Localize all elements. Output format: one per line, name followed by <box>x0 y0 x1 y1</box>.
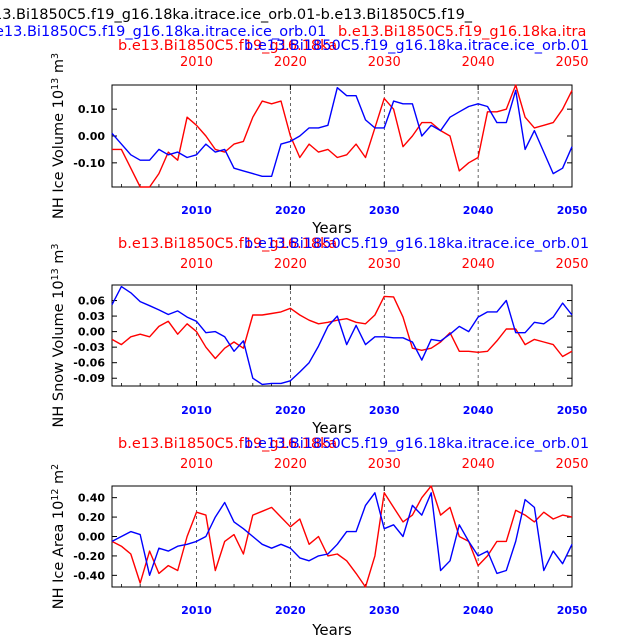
x-tick-label-bottom: 2030 <box>369 604 400 617</box>
header-line-1: 13.Bi1850C5.f19_g16.18ka.itrace.ice_orb.… <box>0 7 473 23</box>
x-tick-label-top: 2050 <box>555 55 588 70</box>
y-axis-label-superscript: 13 <box>50 78 61 90</box>
series-line-red <box>112 84 573 188</box>
x-tick-label-top: 2040 <box>462 457 495 472</box>
y-axis-label-part: m <box>51 59 67 78</box>
y-axis-label: NH Ice Volume 1013 m3 <box>50 53 68 219</box>
x-tick-label-top: 2010 <box>180 55 213 70</box>
x-tick-label-bottom: 2010 <box>181 204 212 217</box>
y-axis-label: NH Ice Area 1012 m2 <box>50 464 68 609</box>
y-tick-label: 0.40 <box>78 492 105 505</box>
y-axis-label: NH Snow Volume 1013 m3 <box>50 244 68 428</box>
plot-frame <box>111 284 573 387</box>
x-tick-label-top: 2020 <box>274 55 307 70</box>
x-tick-label-bottom: 2020 <box>275 204 306 217</box>
x-axis-label: Years <box>311 219 352 237</box>
y-tick-label: -0.03 <box>73 341 105 354</box>
panel-title-red: b.e13.Bi1850C5.f19_g16.18ka <box>118 38 337 54</box>
y-tick-label: 0.00 <box>78 130 105 143</box>
y-axis-label-part: NH Snow Volume 10 <box>51 280 67 427</box>
panel-ice-volume: 0.10 0.00 -0.10 2010 2010 2020 2020 2030 2030 204… <box>50 38 590 237</box>
x-tick-label-bottom: 2020 <box>275 604 306 617</box>
x-axis-label: Years <box>311 621 352 637</box>
x-tick-label-bottom: 2030 <box>369 204 400 217</box>
y-axis-label-superscript: 13 <box>50 268 61 280</box>
y-axis-label-part: m <box>51 250 67 269</box>
y-tick-label: 0.10 <box>78 103 105 116</box>
x-tick-label-top: 2050 <box>555 257 588 272</box>
panel-title-blue: b.e13.Bi1850C5.f19_g16.18ka.itrace.ice_o… <box>244 236 589 252</box>
series-line-blue <box>111 492 573 576</box>
header-line-2-blue: e13.Bi1850C5.f19_g16.18ka.itrace.ice_orb… <box>0 24 327 40</box>
series-line-blue <box>111 86 573 178</box>
header-line-2-red: b.e13.Bi1850C5.f19_g16.18ka.itra <box>338 24 587 40</box>
x-tick-label-bottom: 2040 <box>463 204 494 217</box>
y-axis-label-superscript: 3 <box>50 244 61 250</box>
y-axis-label-superscript: 3 <box>50 53 61 59</box>
y-axis-label-part: NH Ice Area 10 <box>51 501 67 610</box>
y-axis-label-part: m <box>51 470 67 489</box>
y-tick-label: -0.40 <box>73 569 105 582</box>
panel-title-blue: b.e13.Bi1850C5.f19_g16.18ka.itrace.ice_o… <box>244 436 589 452</box>
panel-title-blue: b.e13.Bi1850C5.f19_g16.18ka.itrace.ice_o… <box>244 38 589 54</box>
x-tick-label-bottom: 2020 <box>275 404 306 417</box>
plot-frame <box>111 84 573 188</box>
y-axis-label-superscript: 2 <box>50 464 61 470</box>
x-tick-label-bottom: 2010 <box>181 604 212 617</box>
x-tick-label-bottom: 2040 <box>463 404 494 417</box>
series-line-blue <box>111 285 573 386</box>
panel-snow-volume: 0.06 0.03 0.00 -0.03 -0.06 -0.09 2010 2010 2020 2… <box>50 236 590 437</box>
panel-ice-area: 0.40 0.20 0.00 -0.20 -0.40 2010 2010 2020 2020 20… <box>50 436 590 637</box>
x-tick-label-bottom: 2050 <box>557 604 588 617</box>
x-tick-label-bottom: 2040 <box>463 604 494 617</box>
x-tick-label-top: 2010 <box>180 457 213 472</box>
y-tick-label: -0.10 <box>73 157 105 170</box>
x-tick-label-bottom: 2050 <box>557 204 588 217</box>
y-tick-label: -0.20 <box>73 550 105 563</box>
x-tick-label-top: 2030 <box>368 257 401 272</box>
x-tick-label-bottom: 2030 <box>369 404 400 417</box>
y-tick-label: -0.09 <box>73 372 105 385</box>
x-tick-label-top: 2020 <box>274 257 307 272</box>
x-tick-label-top: 2040 <box>462 55 495 70</box>
x-tick-label-top: 2010 <box>180 257 213 272</box>
y-tick-label: 0.03 <box>78 310 105 323</box>
y-tick-label: 0.06 <box>78 295 105 308</box>
series-line-red <box>111 485 573 588</box>
x-axis-label: Years <box>311 419 352 437</box>
y-axis-label-part: NH Ice Volume 10 <box>51 90 67 219</box>
y-tick-label: -0.06 <box>73 357 105 370</box>
panel-title-red: b.e13.Bi1850C5.f19_g16.18ka <box>118 236 337 252</box>
x-tick-label-top: 2030 <box>368 55 401 70</box>
panel-title-red: b.e13.Bi1850C5.f19_g16.18ka <box>118 436 337 452</box>
x-tick-label-top: 2030 <box>368 457 401 472</box>
y-tick-label: 0.00 <box>78 531 105 544</box>
x-tick-label-top: 2020 <box>274 457 307 472</box>
y-axis-label-superscript: 12 <box>50 489 61 501</box>
x-tick-label-top: 2040 <box>462 257 495 272</box>
series-line-red <box>111 295 573 360</box>
y-tick-label: 0.20 <box>78 511 105 524</box>
x-tick-label-bottom: 2010 <box>181 404 212 417</box>
y-tick-label: 0.00 <box>78 326 105 339</box>
x-tick-label-top: 2050 <box>555 457 588 472</box>
x-tick-label-bottom: 2050 <box>557 404 588 417</box>
